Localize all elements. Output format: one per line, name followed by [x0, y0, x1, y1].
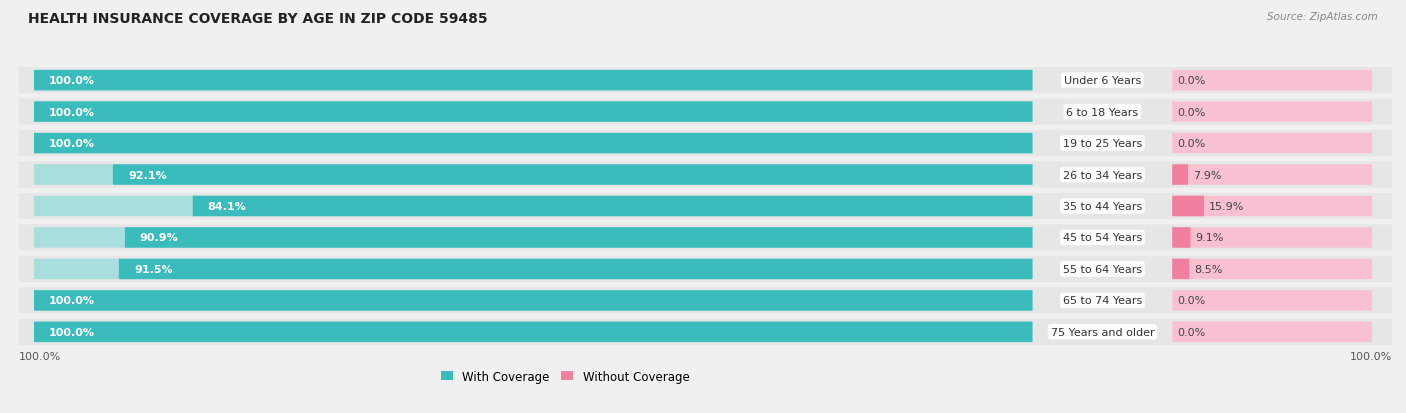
FancyBboxPatch shape: [34, 102, 1032, 123]
FancyBboxPatch shape: [1173, 102, 1372, 123]
Text: 65 to 74 Years: 65 to 74 Years: [1063, 296, 1142, 306]
FancyBboxPatch shape: [1173, 259, 1189, 280]
Text: 0.0%: 0.0%: [1177, 76, 1205, 86]
FancyBboxPatch shape: [34, 290, 1032, 311]
Text: 9.1%: 9.1%: [1195, 233, 1223, 243]
FancyBboxPatch shape: [125, 228, 1032, 248]
FancyBboxPatch shape: [1173, 259, 1372, 280]
Text: 0.0%: 0.0%: [1177, 327, 1205, 337]
FancyBboxPatch shape: [1173, 133, 1372, 154]
Text: 55 to 64 Years: 55 to 64 Years: [1063, 264, 1142, 274]
FancyBboxPatch shape: [20, 131, 1392, 157]
FancyBboxPatch shape: [1173, 165, 1188, 185]
Text: 0.0%: 0.0%: [1177, 139, 1205, 149]
FancyBboxPatch shape: [1173, 196, 1372, 217]
FancyBboxPatch shape: [1173, 196, 1204, 217]
FancyBboxPatch shape: [20, 193, 1392, 220]
FancyBboxPatch shape: [20, 225, 1392, 251]
Text: 15.9%: 15.9%: [1209, 202, 1244, 211]
Text: 100.0%: 100.0%: [1350, 351, 1392, 361]
FancyBboxPatch shape: [20, 68, 1392, 94]
Text: 91.5%: 91.5%: [134, 264, 173, 274]
FancyBboxPatch shape: [34, 102, 1032, 123]
FancyBboxPatch shape: [20, 319, 1392, 345]
Text: 8.5%: 8.5%: [1194, 264, 1223, 274]
Text: 90.9%: 90.9%: [139, 233, 179, 243]
Text: Source: ZipAtlas.com: Source: ZipAtlas.com: [1267, 12, 1378, 22]
Text: 100.0%: 100.0%: [49, 296, 96, 306]
FancyBboxPatch shape: [20, 287, 1392, 314]
Text: 92.1%: 92.1%: [128, 170, 167, 180]
Text: 100.0%: 100.0%: [49, 327, 96, 337]
FancyBboxPatch shape: [1173, 228, 1191, 248]
FancyBboxPatch shape: [34, 259, 1032, 280]
Text: Under 6 Years: Under 6 Years: [1064, 76, 1142, 86]
FancyBboxPatch shape: [120, 259, 1032, 280]
Text: 35 to 44 Years: 35 to 44 Years: [1063, 202, 1142, 211]
Text: 100.0%: 100.0%: [49, 76, 96, 86]
Text: 26 to 34 Years: 26 to 34 Years: [1063, 170, 1142, 180]
FancyBboxPatch shape: [34, 322, 1032, 342]
FancyBboxPatch shape: [34, 165, 1032, 185]
FancyBboxPatch shape: [20, 162, 1392, 188]
FancyBboxPatch shape: [34, 133, 1032, 154]
FancyBboxPatch shape: [34, 196, 1032, 217]
FancyBboxPatch shape: [1173, 228, 1372, 248]
FancyBboxPatch shape: [34, 322, 1032, 342]
Text: 6 to 18 Years: 6 to 18 Years: [1066, 107, 1139, 117]
FancyBboxPatch shape: [1173, 165, 1372, 185]
Legend: With Coverage, Without Coverage: With Coverage, Without Coverage: [441, 370, 689, 383]
FancyBboxPatch shape: [34, 290, 1032, 311]
Text: 100.0%: 100.0%: [49, 139, 96, 149]
FancyBboxPatch shape: [20, 256, 1392, 282]
Text: 19 to 25 Years: 19 to 25 Years: [1063, 139, 1142, 149]
FancyBboxPatch shape: [34, 71, 1032, 91]
FancyBboxPatch shape: [1173, 71, 1372, 91]
Text: HEALTH INSURANCE COVERAGE BY AGE IN ZIP CODE 59485: HEALTH INSURANCE COVERAGE BY AGE IN ZIP …: [28, 12, 488, 26]
Text: 84.1%: 84.1%: [208, 202, 246, 211]
FancyBboxPatch shape: [34, 133, 1032, 154]
FancyBboxPatch shape: [34, 228, 1032, 248]
Text: 7.9%: 7.9%: [1194, 170, 1222, 180]
Text: 75 Years and older: 75 Years and older: [1050, 327, 1154, 337]
FancyBboxPatch shape: [20, 99, 1392, 126]
FancyBboxPatch shape: [193, 196, 1032, 217]
Text: 100.0%: 100.0%: [20, 351, 62, 361]
Text: 100.0%: 100.0%: [49, 107, 96, 117]
Text: 0.0%: 0.0%: [1177, 296, 1205, 306]
FancyBboxPatch shape: [1173, 290, 1372, 311]
FancyBboxPatch shape: [112, 165, 1032, 185]
Text: 45 to 54 Years: 45 to 54 Years: [1063, 233, 1142, 243]
FancyBboxPatch shape: [1173, 322, 1372, 342]
FancyBboxPatch shape: [34, 71, 1032, 91]
Text: 0.0%: 0.0%: [1177, 107, 1205, 117]
